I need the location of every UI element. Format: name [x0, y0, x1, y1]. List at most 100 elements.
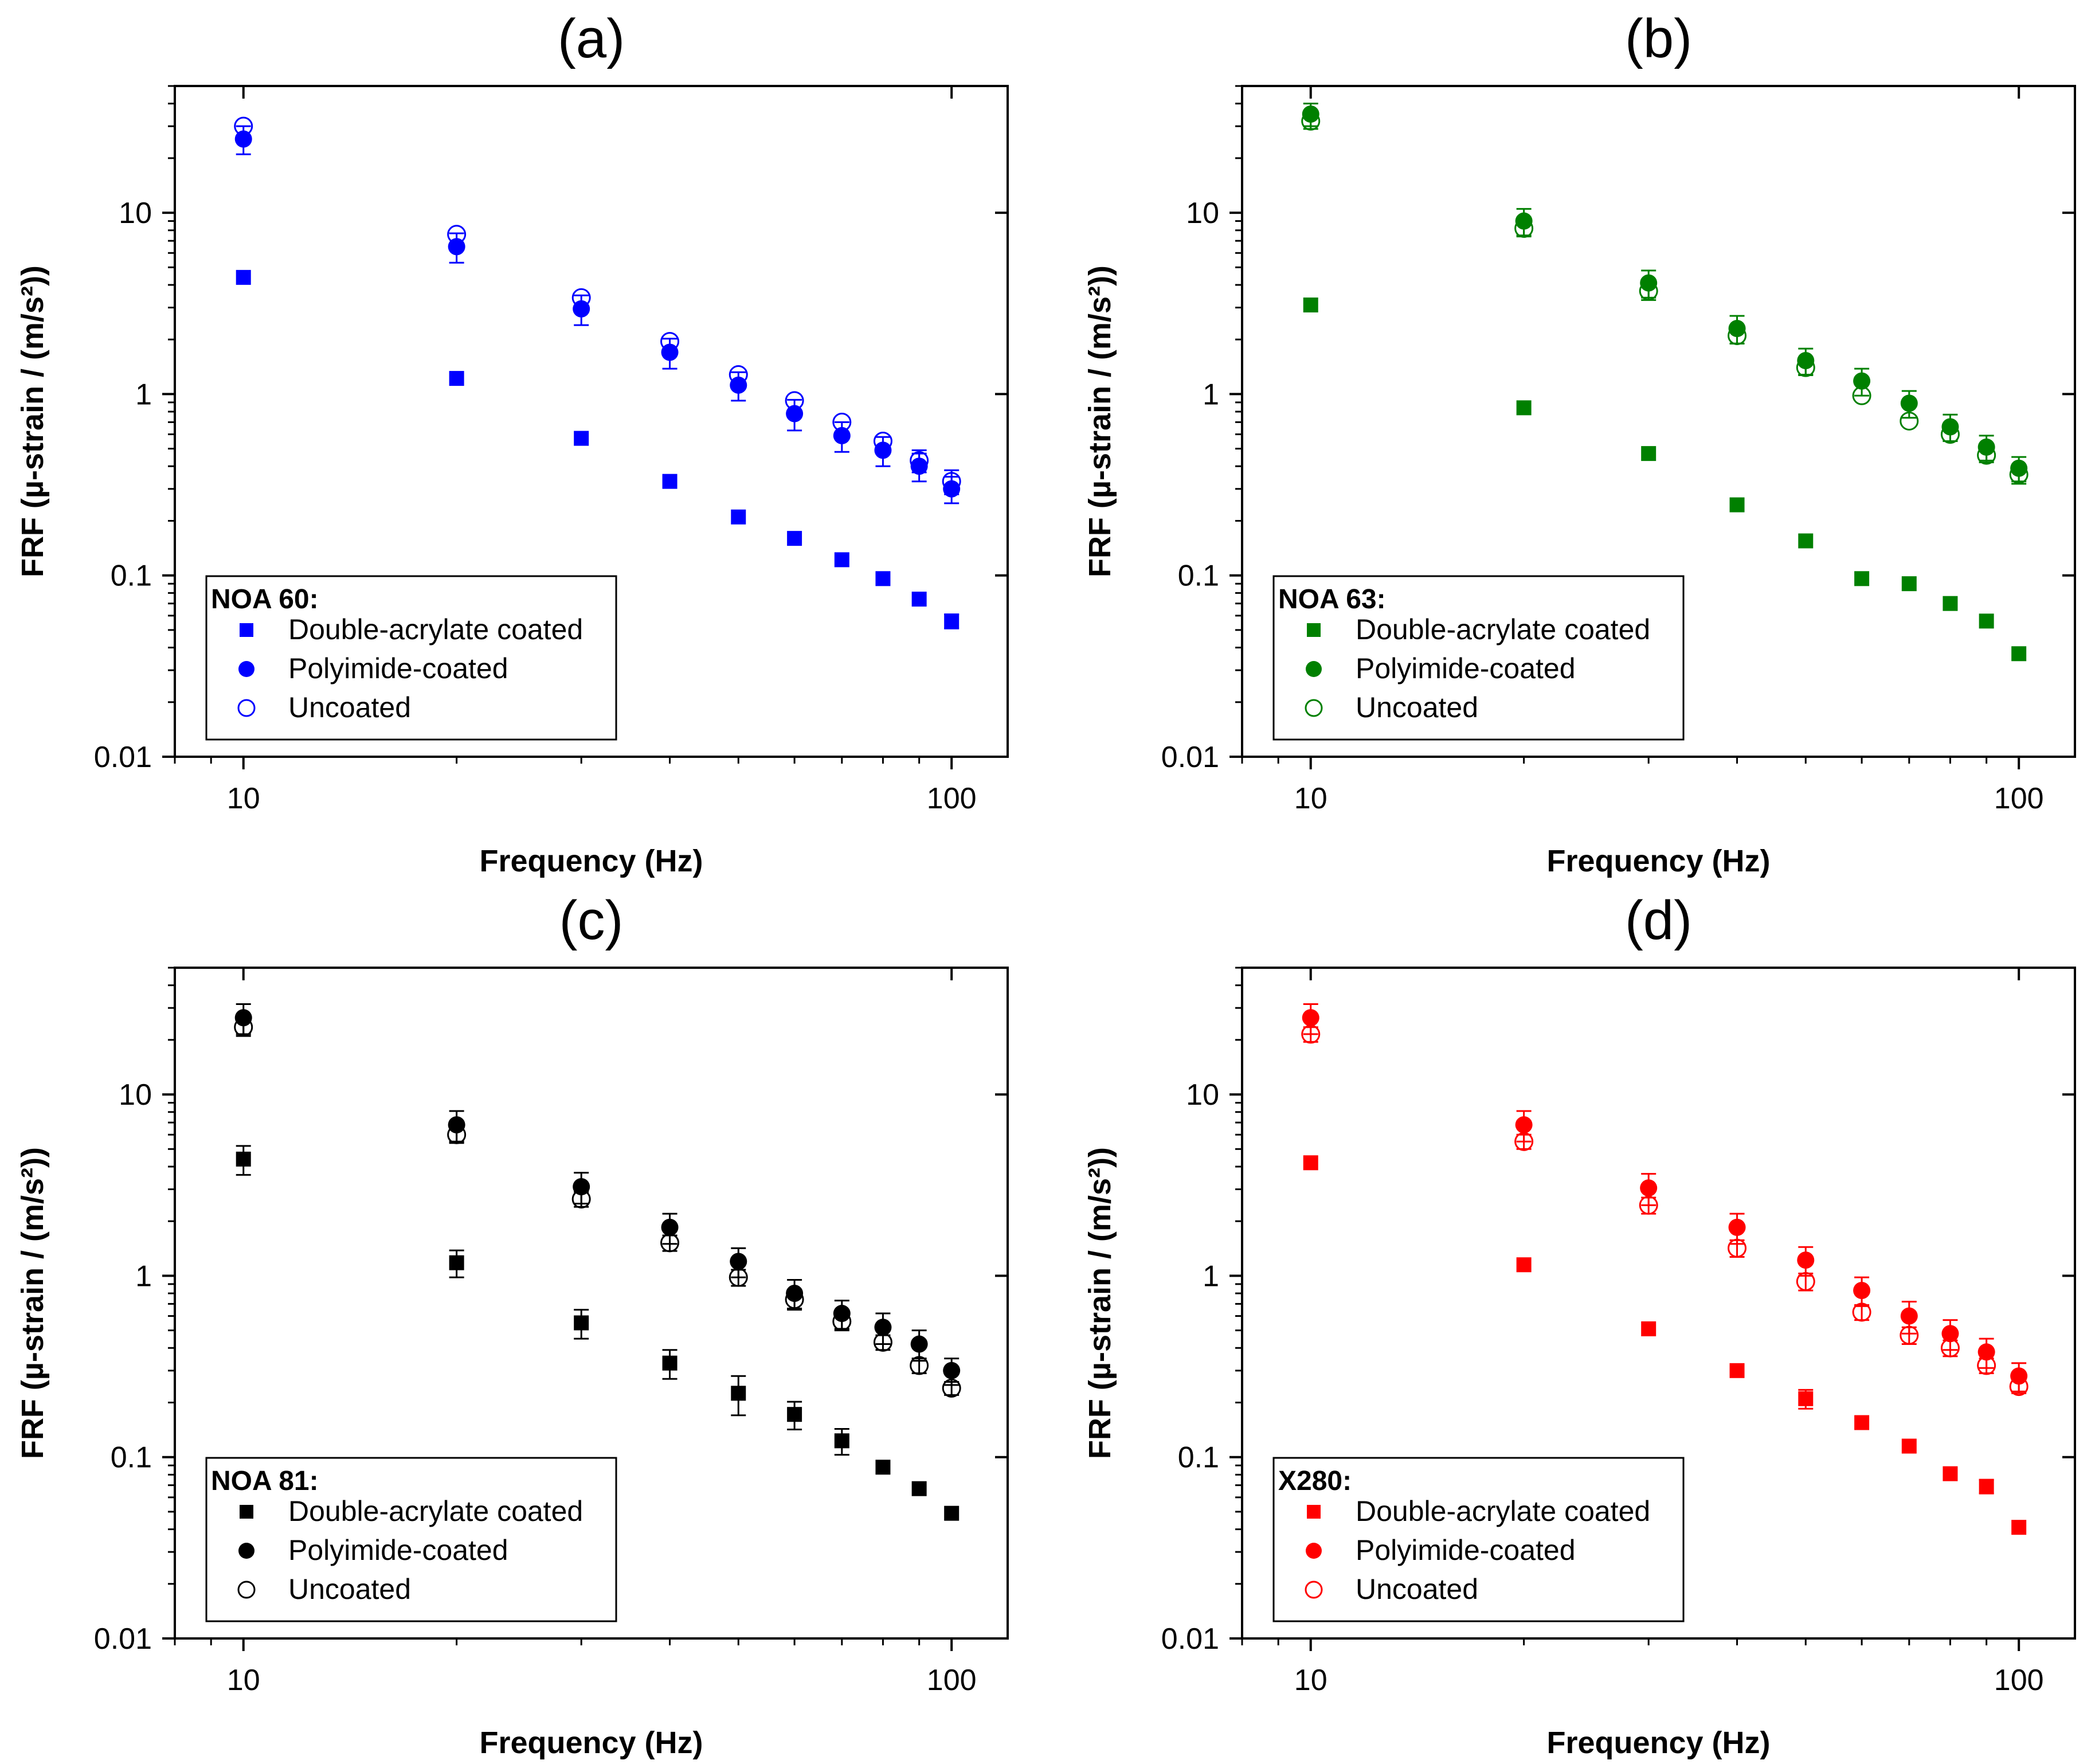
data-point [942, 472, 961, 491]
panel-title: (c) [559, 890, 624, 951]
data-point [1941, 418, 1959, 436]
data-point [1639, 281, 1658, 301]
x-tick-label: 100 [1994, 1664, 2044, 1697]
data-point [1941, 1325, 1959, 1343]
open-circle-ring [942, 472, 961, 491]
data-point [944, 1505, 960, 1521]
open-circle-ring [1639, 281, 1658, 301]
open-circle-ring [873, 432, 892, 451]
data-point [660, 332, 680, 351]
data-point [661, 343, 679, 361]
open-circle-ring [2009, 1377, 2028, 1397]
legend-label: Polyimide-coated [1356, 652, 1576, 685]
data-point [873, 1332, 892, 1352]
data-point [1943, 1466, 1958, 1481]
chart-panel-3: (d) 10 100 0.01 0.1 1 10 Frequency (Hz) FRF (µ-s… [1083, 890, 2076, 1760]
x-tick-label: 10 [227, 1664, 260, 1697]
legend-marker [238, 661, 254, 677]
y-axis-label: FRF (µ-strain / (m/s²)) [15, 1147, 50, 1459]
legend-box [205, 575, 617, 741]
series-2 [1301, 1024, 2028, 1397]
data-point [1797, 1251, 1815, 1269]
legend-marker [1305, 1581, 1323, 1599]
legend-label: Double-acrylate coated [288, 613, 583, 646]
open-circle-ring [942, 1378, 961, 1398]
data-point [236, 269, 251, 285]
panel-title: (b) [1625, 8, 1692, 69]
series-2 [234, 1018, 961, 1398]
legend-marker [1305, 699, 1323, 717]
data-point [730, 376, 747, 394]
legend-label: Double-acrylate coated [1356, 613, 1650, 646]
x-tick-label: 10 [1294, 1664, 1327, 1697]
data-point [1979, 613, 1994, 629]
open-circle-ring [447, 1125, 467, 1144]
data-point [662, 1355, 678, 1371]
legend-title: NOA 81: [211, 1466, 319, 1496]
legend-label: Uncoated [1356, 1573, 1478, 1605]
open-circle-ring [571, 1190, 591, 1209]
legend-label: Uncoated [1356, 691, 1478, 723]
data-point [1514, 218, 1534, 238]
data-point [1796, 358, 1815, 377]
data-point [1979, 1479, 1994, 1494]
data-point [234, 1018, 253, 1037]
open-circle-ring [447, 225, 467, 244]
legend-label: Polyimide-coated [1356, 1534, 1576, 1566]
y-tick-label: 1 [1203, 378, 1219, 411]
data-point [1729, 1363, 1745, 1378]
open-circle-ring [729, 365, 748, 384]
y-tick-label: 1 [135, 378, 152, 411]
y-axis-label: FRF (µ-strain / (m/s²)) [1083, 265, 1117, 577]
data-point [574, 431, 589, 446]
open-circle-ring [1940, 1338, 1960, 1358]
y-tick-label: 1 [1203, 1260, 1219, 1293]
data-point [785, 391, 804, 410]
legend-marker [237, 699, 256, 717]
series-1 [234, 125, 961, 504]
data-point [944, 613, 960, 629]
series-2 [234, 116, 961, 495]
open-circle-ring [1305, 1581, 1323, 1599]
data-point [911, 592, 927, 607]
data-point [729, 365, 748, 384]
data-point [1854, 571, 1870, 586]
data-point [234, 116, 253, 136]
open-circle-ring [910, 451, 929, 470]
open-circle-ring [910, 1356, 929, 1375]
legend: NOA 63:Double-acrylate coated Polyimide-c… [1272, 575, 1685, 741]
open-circle-ring [1728, 1238, 1747, 1258]
x-tick-label: 10 [227, 782, 260, 815]
chart-panel-2: (c) 10 100 0.01 0.1 1 10 Frequency (Hz) FRF (µ-s… [15, 890, 1009, 1760]
legend-box [1272, 575, 1685, 741]
y-axis-label: FRF (µ-strain / (m/s²)) [15, 265, 50, 577]
legend-label: Uncoated [288, 691, 411, 723]
data-point [449, 371, 464, 386]
open-circle-ring [1852, 386, 1871, 405]
data-point [662, 474, 678, 489]
open-circle-ring [1977, 445, 1996, 465]
data-point [236, 1151, 251, 1167]
data-point [234, 1009, 252, 1027]
open-circle-ring [660, 1233, 680, 1253]
open-circle-ring [873, 1332, 892, 1352]
chart-panel-0: (a) 10 100 0.01 0.1 1 10 Frequency (Hz) FRF (µ-s… [15, 8, 1009, 878]
data-point [1940, 1338, 1960, 1358]
data-point [786, 405, 804, 423]
legend-title: NOA 63: [1278, 584, 1386, 615]
data-point [1639, 1195, 1658, 1215]
legend: NOA 81:Double-acrylate coated Polyimide-c… [205, 1457, 617, 1622]
legend-title: NOA 60: [211, 584, 319, 615]
y-tick-label: 0.1 [111, 1441, 152, 1474]
legend-box [1272, 1457, 1685, 1622]
data-point [2011, 1520, 2027, 1535]
open-circle-ring [1852, 1303, 1871, 1322]
legend-marker [240, 1505, 253, 1519]
x-tick-label: 100 [927, 1664, 977, 1697]
data-point [1729, 497, 1745, 513]
data-point [1303, 1155, 1318, 1171]
open-circle-ring [237, 1581, 256, 1599]
open-circle-ring [832, 1312, 852, 1331]
data-point [910, 451, 929, 470]
data-point [1852, 1303, 1871, 1322]
